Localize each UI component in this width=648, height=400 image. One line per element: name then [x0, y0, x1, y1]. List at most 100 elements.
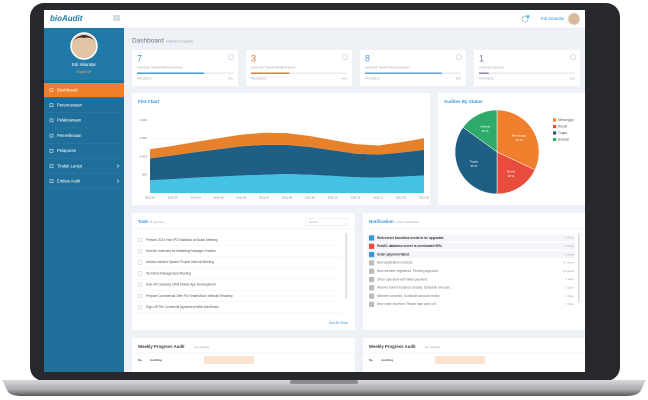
- legend-swatch: [553, 131, 557, 135]
- stat-label: AUDITEE TAHAP PEMERIKSAAN: [251, 65, 295, 69]
- progress-title: PROGRESS: [365, 77, 380, 81]
- progress-title: PROGRESS: [251, 77, 266, 81]
- profile-role: Ruyati OP: [76, 70, 92, 74]
- x-tick-label: 2011-09: [305, 196, 316, 200]
- x-tick-label: 2011-12: [373, 196, 384, 200]
- column-header: Auditing: [150, 358, 162, 362]
- stat-card: [474, 50, 580, 86]
- slice-label: 32 %: [516, 138, 523, 142]
- menu-chevron: [116, 164, 120, 168]
- x-tick-label: 2011-02: [145, 196, 156, 200]
- task-item: Technical Management Meeting: [146, 271, 191, 275]
- weekly-subtitle: per Auditee: [194, 345, 210, 349]
- menu-item[interactable]: [44, 174, 124, 189]
- menu-icon: [49, 88, 54, 92]
- search-box[interactable]: [305, 218, 349, 226]
- menu-item[interactable]: [44, 128, 124, 143]
- pie-slice: [462, 109, 498, 153]
- notification-time: 10 Hours: [563, 261, 575, 265]
- weekly-title: Weekly Progress Audit: [369, 344, 416, 349]
- menu-label: Dashboard: [57, 87, 78, 92]
- y-tick-label: 500: [142, 173, 147, 177]
- progress-bar: [365, 72, 442, 74]
- task-checkbox[interactable]: [137, 249, 142, 254]
- progress-title: PROGRESS: [479, 77, 494, 81]
- task-checkbox[interactable]: [137, 237, 142, 242]
- menu-chevron: [116, 179, 120, 183]
- notification-icon: [369, 301, 375, 307]
- page-subtitle: statistics & reports: [166, 39, 193, 43]
- task-title: Task: [138, 219, 148, 224]
- laptop-base: [2, 380, 646, 396]
- notification-time: 5 Hours: [565, 252, 575, 256]
- task-checkbox[interactable]: [137, 305, 142, 310]
- task-checkbox[interactable]: [137, 260, 142, 265]
- notification-row: [367, 251, 575, 259]
- task-item: Present 2013 Year IPO Statistics at Boar…: [146, 238, 218, 242]
- topbar-avatar[interactable]: [567, 12, 581, 26]
- progress-track: [251, 72, 347, 74]
- legend-label: Menunggu: [558, 118, 574, 122]
- menu-label: Perencanaan: [57, 103, 83, 108]
- menu-item-active[interactable]: [44, 83, 124, 97]
- menu-item[interactable]: [44, 159, 124, 173]
- menu-label: Tindak Lanjut: [57, 163, 83, 168]
- weekly-panel: [132, 338, 355, 372]
- x-tick-label: 2011-04: [191, 196, 202, 200]
- stat-value: 8: [365, 53, 370, 63]
- notification-row: [367, 267, 575, 275]
- menu-item[interactable]: [44, 113, 124, 128]
- weekly-title: Weekly Progress Audit: [138, 344, 185, 349]
- chart-title: Auditee By Status: [444, 99, 483, 104]
- notification-subtitle: 4 New Notification: [395, 220, 420, 224]
- x-tick-label: 2011-05: [213, 196, 224, 200]
- notification-icon[interactable]: [521, 15, 529, 23]
- slice-name: Tugas: [470, 159, 479, 163]
- task-checkbox[interactable]: [137, 282, 142, 287]
- x-tick-label: 2012-01: [396, 196, 407, 200]
- progress-bar: [137, 72, 205, 74]
- progress-track: [479, 72, 575, 74]
- notification-icon: [369, 252, 375, 258]
- notification-text: Member canceled. Schedule account review…: [377, 294, 440, 298]
- task-checkbox[interactable]: [137, 294, 142, 299]
- area-series: [150, 132, 424, 159]
- column-header: Auditing: [381, 358, 393, 362]
- notification-row: [367, 242, 575, 250]
- x-tick-label: 2011-03: [168, 196, 179, 200]
- stat-label: AUDITEE TAHAP PELAKSANAAN: [365, 65, 410, 69]
- search-placeholder: search...: [309, 220, 321, 224]
- menu-item[interactable]: [44, 98, 124, 113]
- progress-bar: [479, 72, 489, 74]
- x-tick-label: 2011-07: [259, 196, 270, 200]
- column-highlight: [435, 356, 485, 364]
- menu-icon: [49, 149, 54, 153]
- menu-item[interactable]: [44, 143, 124, 158]
- slice-label: 15 %: [482, 129, 489, 133]
- y-tick-label: 2,000: [139, 118, 147, 122]
- notification-scrollbar: [578, 233, 580, 303]
- stat-label: AUDITEE SELESAI: [479, 65, 505, 69]
- notification-icon: [369, 276, 375, 283]
- stat-value: 3: [251, 53, 256, 63]
- notification-time: 2 Days: [566, 277, 575, 281]
- profile-name: Edi Iskandar: [72, 62, 96, 67]
- notification-time: 3 Hours: [565, 244, 575, 248]
- menu-label: Pelaporan: [57, 148, 77, 153]
- menu-icon: [49, 133, 54, 138]
- notification-icon: [369, 285, 375, 291]
- menu-icon: [49, 118, 54, 123]
- notification-row: [367, 234, 575, 242]
- task-footer: See All Tasks: [329, 321, 348, 325]
- task-checkbox[interactable]: [137, 271, 142, 276]
- progress-label: 40%: [342, 77, 348, 81]
- task-scrollbar: [345, 233, 347, 299]
- slice-name: Menunggu: [512, 134, 527, 138]
- stat-value: 1: [479, 53, 484, 63]
- y-tick-label: 1,500: [139, 136, 147, 140]
- logo: bioAudit: [50, 14, 83, 23]
- progress-title: PROGRESS: [137, 77, 152, 81]
- weekly-subtitle: per Auditee: [425, 345, 441, 349]
